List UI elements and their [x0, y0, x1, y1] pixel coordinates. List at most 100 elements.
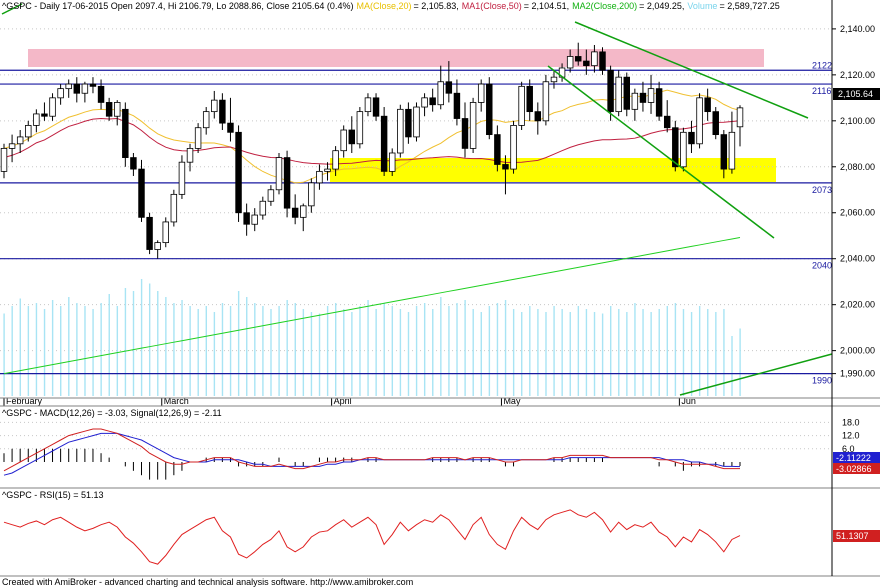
- volume-bar: [593, 312, 596, 396]
- rsi-panel[interactable]: [0, 490, 832, 576]
- candle-body: [696, 97, 703, 145]
- candle-body: [663, 115, 671, 129]
- candle-body: [16, 136, 24, 145]
- volume-bar: [197, 309, 199, 396]
- volume-bar: [310, 312, 313, 396]
- candle-body: [445, 81, 453, 94]
- candle-body: [122, 108, 129, 158]
- volume-bar: [254, 303, 256, 396]
- volume-bar: [391, 306, 394, 396]
- volume-bar: [359, 306, 361, 396]
- volume-bar: [108, 294, 110, 396]
- volume-bars: [3, 279, 741, 396]
- volume-bar: [375, 309, 377, 396]
- level-label: 1990: [812, 376, 832, 386]
- candle-body: [57, 88, 64, 99]
- candle-body: [332, 150, 339, 170]
- macd-tick-label: 6.0: [842, 444, 855, 454]
- trendline: [679, 353, 833, 396]
- trendlines: [1, 3, 833, 396]
- volume-bar: [545, 312, 547, 396]
- volume-bar: [456, 303, 458, 396]
- candle-body: [0, 147, 8, 172]
- candle-body: [130, 157, 137, 170]
- volume-bar: [76, 303, 78, 396]
- macd-label: ^GSPC - MACD(12,26) = -3.03, Signal(12,2…: [2, 408, 222, 418]
- volume-bar: [92, 309, 94, 396]
- candle-body: [219, 99, 226, 124]
- macd-plot: 18.0 12.0 6.0: [0, 417, 860, 480]
- y-tick-label: 2,020.00: [840, 300, 875, 310]
- candle-body: [477, 83, 485, 103]
- trendline: [574, 21, 809, 119]
- volume-bar: [715, 312, 717, 396]
- volume-bar: [423, 303, 426, 396]
- volume-bar: [561, 309, 563, 396]
- macd-panel[interactable]: [0, 406, 832, 486]
- volume-bar: [399, 309, 402, 396]
- volume-bar: [262, 306, 264, 396]
- candle-body: [380, 115, 388, 172]
- candle-body: [243, 212, 250, 225]
- candle-body: [461, 118, 469, 149]
- candle-body: [486, 83, 493, 136]
- volume-bar: [367, 300, 369, 396]
- macd-tag: [833, 463, 880, 474]
- candle-body: [469, 102, 477, 149]
- candle-body: [672, 127, 679, 168]
- volume-bar: [464, 300, 466, 396]
- volume-bar: [496, 303, 499, 396]
- candle-body: [429, 97, 436, 106]
- volume-bar: [666, 306, 669, 396]
- candle-body: [364, 97, 372, 113]
- volume-bar: [407, 312, 410, 396]
- volume-bar: [415, 306, 418, 396]
- candle-body: [704, 97, 711, 113]
- candle-body: [186, 147, 194, 163]
- candle-body: [591, 51, 598, 67]
- candle-body: [655, 88, 663, 117]
- signal-tag-value: -2.11222: [836, 453, 871, 463]
- volume-bar: [189, 306, 191, 396]
- volume-bar: [124, 288, 127, 396]
- rsi-tag: [833, 530, 880, 542]
- candle-body: [235, 131, 242, 214]
- volume-bar: [448, 306, 450, 396]
- ma200-line: [3, 236, 741, 375]
- candle-body: [623, 76, 631, 110]
- volume-bar: [237, 291, 240, 396]
- candle-body: [81, 83, 89, 94]
- y-tick-label: 2,120.00: [840, 70, 875, 80]
- candle-body: [308, 182, 315, 207]
- volume-bar: [650, 312, 652, 396]
- volume-bar: [553, 306, 555, 396]
- volume-bar: [731, 336, 733, 396]
- candle-body: [575, 56, 582, 62]
- candle-body: [421, 97, 428, 108]
- volume-bar: [577, 306, 580, 396]
- volume-bar: [698, 306, 701, 396]
- candle-body: [251, 214, 258, 225]
- candle-body: [510, 125, 517, 170]
- candle-body: [607, 69, 614, 113]
- candle-body: [453, 92, 461, 119]
- level-label: 2116: [812, 86, 831, 96]
- volume-bar: [19, 298, 21, 396]
- candle-body: [259, 200, 267, 216]
- volume-bar: [27, 306, 30, 396]
- volume-bar: [529, 306, 531, 396]
- candle-body: [283, 157, 291, 209]
- volume-bar: [634, 303, 636, 396]
- volume-bar: [278, 306, 280, 396]
- volume-bar: [148, 283, 151, 396]
- level-label: 2073: [812, 185, 832, 195]
- volume-bar: [165, 297, 167, 396]
- volume-bar: [609, 306, 612, 396]
- candle-body: [138, 168, 145, 218]
- candle-body: [194, 127, 202, 149]
- y-tick-label: 2,100.00: [840, 116, 875, 126]
- volume-bar: [157, 291, 159, 396]
- volume-bar: [690, 312, 693, 396]
